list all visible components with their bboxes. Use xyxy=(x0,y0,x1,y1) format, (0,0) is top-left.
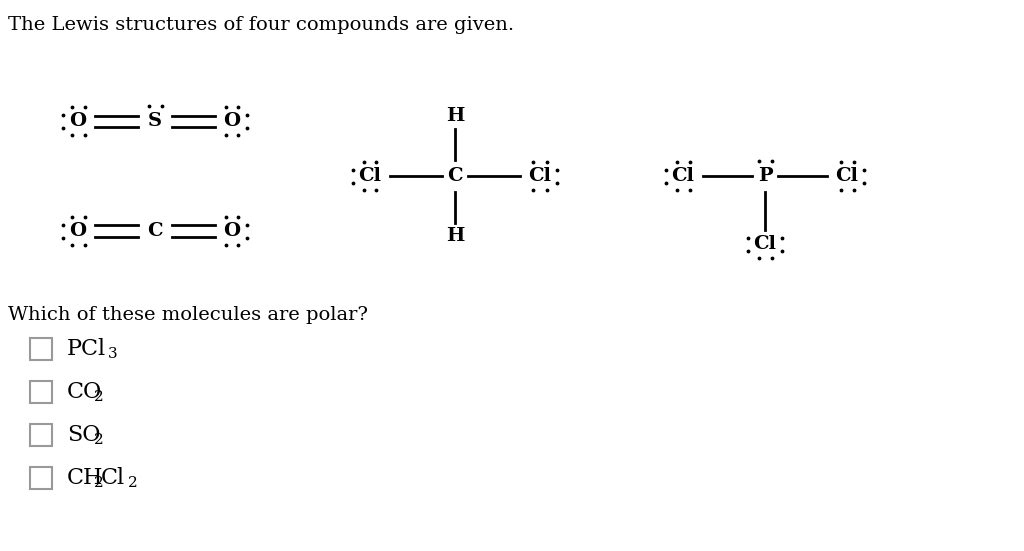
Text: The Lewis structures of four compounds are given.: The Lewis structures of four compounds a… xyxy=(8,16,514,34)
Text: CO: CO xyxy=(67,381,102,403)
Text: 2: 2 xyxy=(128,476,137,490)
Text: 2: 2 xyxy=(94,390,103,404)
Text: Cl: Cl xyxy=(358,167,382,185)
Text: Cl: Cl xyxy=(836,167,858,185)
Text: H: H xyxy=(445,107,464,125)
Text: C: C xyxy=(147,222,163,240)
Bar xyxy=(30,381,52,403)
Text: C: C xyxy=(447,167,463,185)
Text: P: P xyxy=(758,167,772,185)
Text: 2: 2 xyxy=(94,433,103,447)
Bar xyxy=(30,338,52,360)
Text: O: O xyxy=(70,222,87,240)
Text: 3: 3 xyxy=(108,347,117,361)
Text: 2: 2 xyxy=(94,476,103,490)
Bar xyxy=(30,424,52,446)
Text: O: O xyxy=(223,222,241,240)
Text: Cl: Cl xyxy=(672,167,694,185)
Text: SO: SO xyxy=(67,424,100,446)
Text: O: O xyxy=(223,112,241,130)
Bar xyxy=(30,467,52,489)
Text: Which of these molecules are polar?: Which of these molecules are polar? xyxy=(8,306,368,324)
Text: H: H xyxy=(445,227,464,245)
Text: O: O xyxy=(70,112,87,130)
Text: Cl: Cl xyxy=(528,167,552,185)
Text: CH: CH xyxy=(67,467,103,489)
Text: Cl: Cl xyxy=(100,467,125,489)
Text: PCl: PCl xyxy=(67,338,106,360)
Text: S: S xyxy=(148,112,162,130)
Text: Cl: Cl xyxy=(754,235,776,253)
